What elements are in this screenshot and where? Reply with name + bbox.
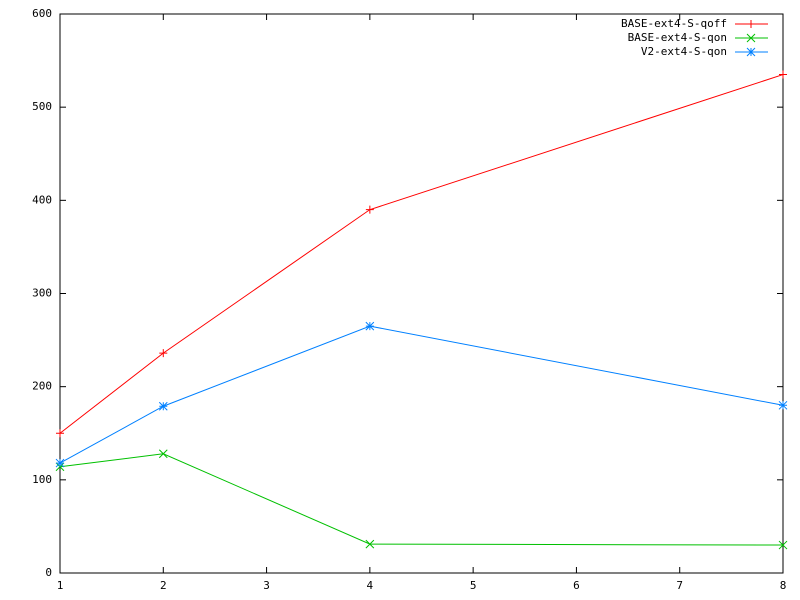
y-tick-label: 0 — [45, 566, 52, 579]
point — [746, 47, 756, 57]
x-tick-label: 3 — [263, 579, 270, 592]
point — [158, 401, 168, 411]
legend-label: BASE-ext4-S-qon — [628, 31, 727, 44]
x-tick-label: 6 — [573, 579, 580, 592]
y-tick-label: 500 — [32, 100, 52, 113]
x-tick-label: 1 — [57, 579, 64, 592]
series-line — [59, 325, 784, 464]
x-tick-label: 4 — [367, 579, 374, 592]
plot-frame — [59, 13, 784, 574]
point — [365, 539, 375, 549]
point — [159, 349, 168, 358]
y-tick-label: 400 — [32, 193, 52, 206]
point — [365, 205, 374, 214]
y-tick-label: 100 — [32, 473, 52, 486]
legend-label: BASE-ext4-S-qoff — [621, 17, 727, 30]
series-line — [59, 453, 784, 546]
point — [778, 540, 788, 550]
point — [56, 429, 64, 438]
y-tick-label: 300 — [32, 287, 52, 300]
x-tick-label: 8 — [780, 579, 787, 592]
x-tick-label: 2 — [160, 579, 167, 592]
y-tick-label: 600 — [32, 7, 52, 20]
x-tick-label: 5 — [470, 579, 477, 592]
point — [746, 33, 756, 43]
y-tick-label: 200 — [32, 380, 52, 393]
point — [779, 70, 787, 79]
series-line — [59, 74, 784, 434]
point — [55, 458, 65, 468]
legend-label: V2-ext4-S-qon — [641, 45, 727, 58]
point — [747, 20, 755, 28]
x-tick-label: 7 — [676, 579, 683, 592]
point — [158, 449, 168, 459]
point — [778, 400, 788, 410]
point — [365, 321, 375, 331]
